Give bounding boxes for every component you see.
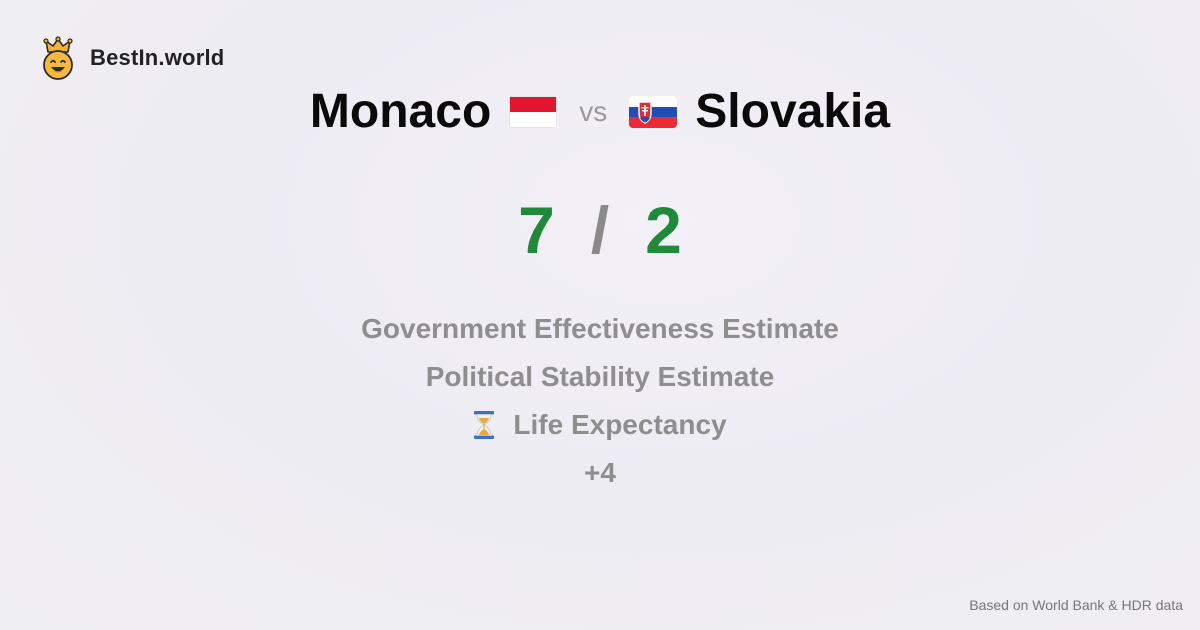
left-score: 7 — [518, 193, 555, 267]
brand[interactable]: BestIn.world — [40, 36, 224, 80]
metric-label: Political Stability Estimate — [425, 361, 775, 392]
score: 7 / 2 — [0, 192, 1200, 268]
comparison-title: Monaco vs Slovakia — [0, 84, 1200, 139]
score-separator: / — [590, 193, 610, 267]
metric-item: Political Stability Estimate — [426, 360, 775, 394]
brand-name: BestIn.world — [90, 45, 225, 70]
metric-item: Government Effectiveness Estimate — [361, 312, 839, 346]
hourglass-icon — [474, 411, 495, 439]
right-score: 2 — [645, 193, 682, 267]
vs-label: vs — [579, 95, 608, 127]
metric-list: Government Effectiveness Estimate Politi… — [0, 312, 1200, 490]
metric-label: Government Effectiveness Estimate — [361, 313, 839, 344]
left-country-name: Monaco — [309, 85, 492, 138]
slovakia-flag-icon — [629, 95, 678, 128]
more-metrics-count[interactable]: +4 — [584, 456, 616, 490]
right-country-name: Slovakia — [695, 85, 891, 138]
metric-item: Life Expectancy — [473, 408, 727, 442]
metric-label: Life Expectancy — [513, 409, 727, 440]
monaco-flag-icon — [509, 95, 558, 128]
crown-smiley-icon — [43, 36, 73, 80]
data-source-note: Based on World Bank & HDR data — [969, 597, 1183, 613]
more-metrics-label: +4 — [584, 457, 616, 488]
